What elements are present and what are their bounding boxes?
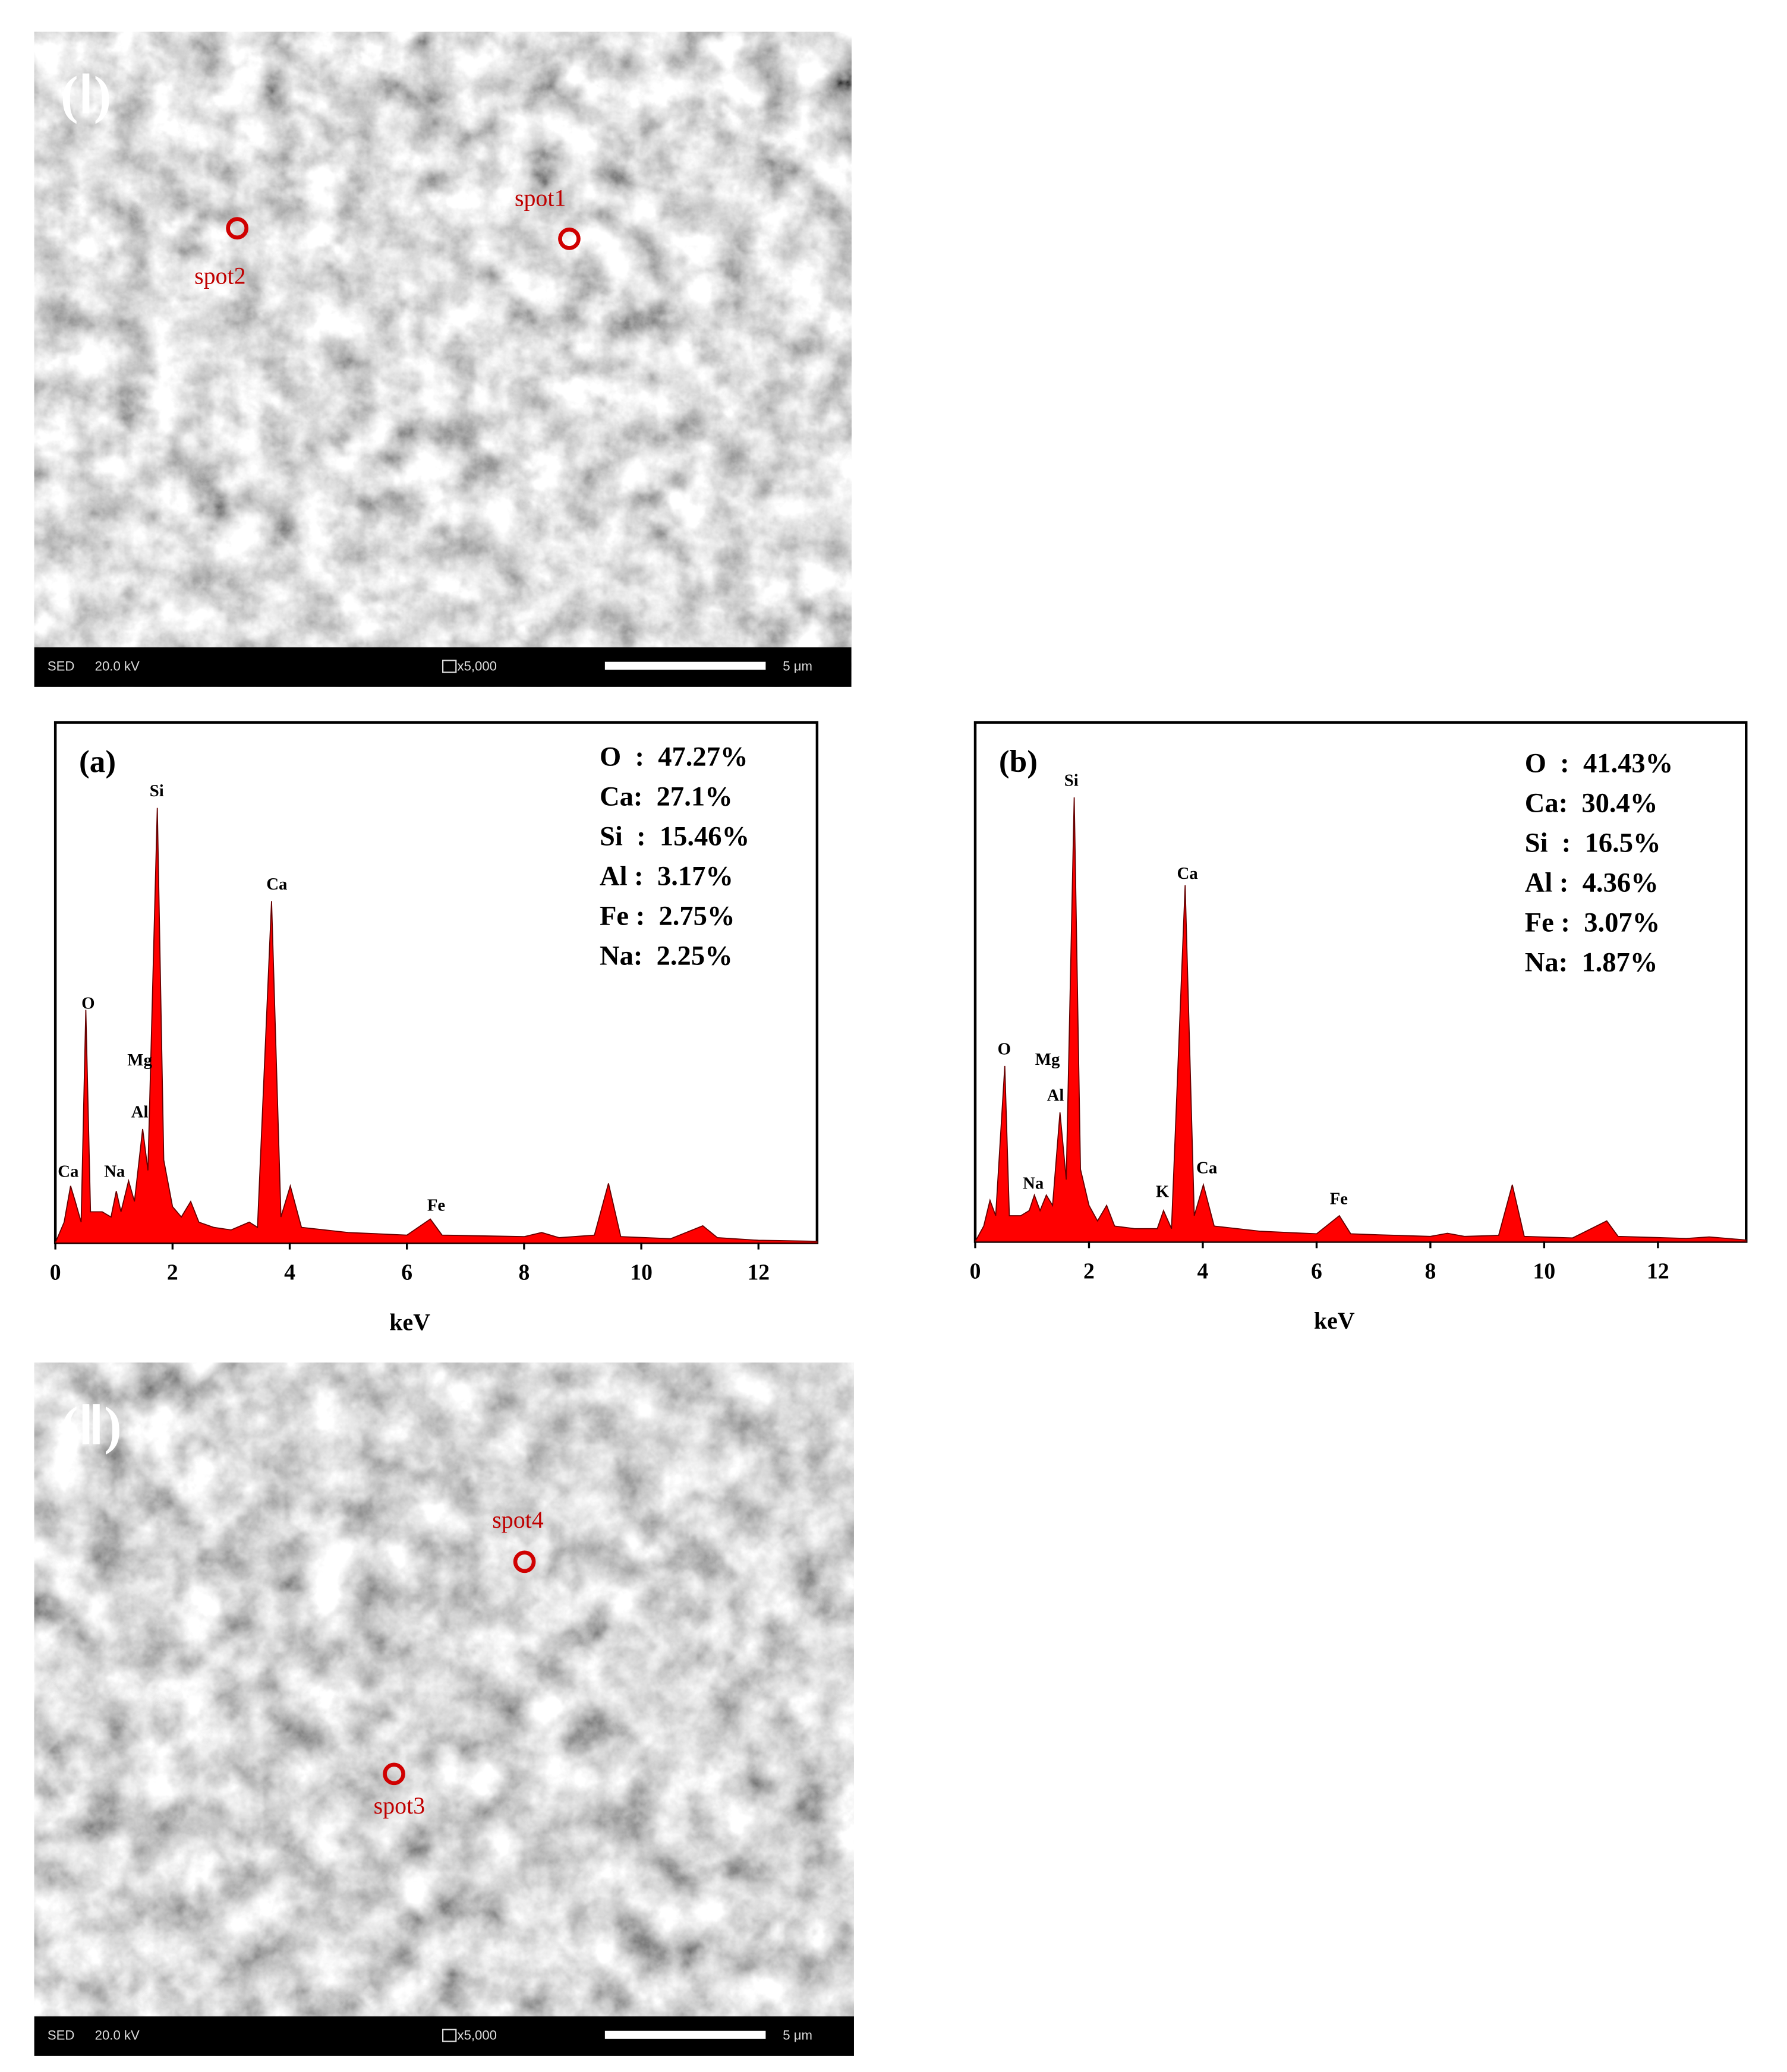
info-scale: 5 μm (783, 2027, 812, 2042)
peak-label: Si (150, 781, 164, 800)
peak-label: Al (131, 1102, 149, 1121)
composition: O : 41.43% (1525, 749, 1673, 779)
info-voltage: 20.0 kV (95, 658, 140, 673)
chart-title: (b) (999, 744, 1038, 779)
peak-label: O (81, 994, 94, 1013)
spectrum (974, 797, 1747, 1242)
info-scale: 5 μm (783, 658, 812, 673)
spot-marker (383, 1762, 405, 1786)
x-axis-label: keV (1314, 1307, 1355, 1334)
x-tick-label: 6 (1311, 1259, 1322, 1283)
peak-label: Mg (1035, 1050, 1060, 1069)
peak-label: Ca (266, 875, 287, 894)
spot-marker (226, 217, 249, 239)
peak-label: O (998, 1039, 1011, 1058)
panel-label: (Ⅱ) (61, 1397, 122, 1455)
peak-label: Na (104, 1162, 125, 1181)
panel-label: (Ⅰ) (61, 66, 111, 124)
info-mode: SED (48, 2027, 75, 2042)
peak-label: Al (1047, 1086, 1064, 1105)
x-tick-label: 12 (1647, 1259, 1669, 1283)
x-tick-label: 0 (50, 1260, 61, 1285)
info-mag: x5,000 (457, 658, 497, 673)
composition: Al : 3.17% (600, 861, 733, 891)
sem-image (34, 31, 852, 687)
composition: Ca: 30.4% (1525, 789, 1658, 819)
peak-label: Fe (427, 1196, 446, 1215)
x-tick-label: 6 (401, 1260, 412, 1285)
composition: Ca: 27.1% (600, 781, 733, 812)
composition: Si : 16.5% (1525, 828, 1661, 859)
peak-label: Fe (1330, 1190, 1348, 1209)
x-tick-label: 4 (1197, 1259, 1209, 1283)
spot-label: spot4 (492, 1506, 544, 1533)
x-tick-label: 0 (970, 1259, 981, 1283)
composition: O : 47.27% (600, 742, 748, 772)
x-tick-label: 10 (1533, 1259, 1556, 1283)
scale-bar (604, 661, 766, 670)
composition: Na: 1.87% (1525, 947, 1658, 977)
composition: Fe : 3.07% (1525, 907, 1660, 938)
spot-marker (558, 228, 581, 250)
camera-icon (442, 2029, 457, 2042)
spot-label: spot1 (515, 185, 566, 212)
peak-label: Mg (127, 1051, 152, 1070)
info-voltage: 20.0 kV (95, 2027, 140, 2042)
x-tick-label: 2 (167, 1260, 178, 1285)
x-tick-label: 12 (747, 1260, 770, 1285)
chart-title: (a) (79, 744, 116, 779)
peak-label: Na (1023, 1174, 1044, 1193)
camera-icon (442, 660, 457, 673)
composition: Na: 2.25% (600, 941, 733, 971)
x-tick-label: 8 (518, 1260, 530, 1285)
x-axis-label: keV (389, 1308, 430, 1335)
x-tick-label: 8 (1424, 1259, 1436, 1283)
spot-label: spot3 (374, 1792, 425, 1819)
x-tick-label: 4 (284, 1260, 295, 1285)
info-mode: SED (48, 658, 75, 673)
x-tick-label: 2 (1083, 1259, 1095, 1283)
peak-label: Ca (1196, 1158, 1217, 1177)
peak-label: Ca (58, 1162, 78, 1181)
spot-label: spot2 (194, 263, 245, 289)
composition: Si : 15.46% (600, 821, 749, 851)
x-tick-label: 10 (630, 1260, 653, 1285)
sem-image (34, 1363, 854, 2056)
peak-label: Si (1064, 771, 1079, 790)
scale-bar (604, 2030, 766, 2039)
spot-marker (513, 1550, 536, 1573)
spectrum (54, 808, 818, 1244)
composition: Al : 4.36% (1525, 868, 1659, 898)
composition: Fe : 2.75% (600, 901, 735, 931)
peak-label: Ca (1177, 864, 1197, 883)
info-mag: x5,000 (457, 2027, 497, 2042)
peak-label: K (1156, 1182, 1170, 1201)
